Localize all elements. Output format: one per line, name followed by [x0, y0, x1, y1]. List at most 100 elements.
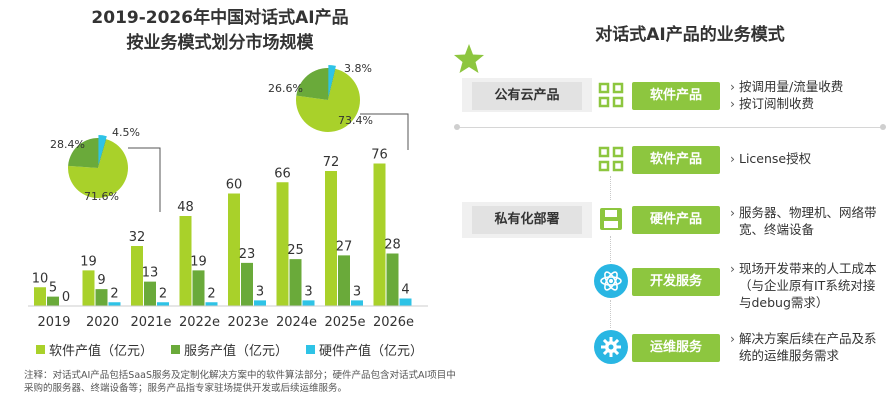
- connector-line: [610, 176, 611, 200]
- bullet-item: › 按调用量/流量收费: [730, 79, 844, 94]
- grid-icon: [596, 80, 626, 110]
- divider-dot: [454, 124, 460, 130]
- pie-slice-hardware: [98, 135, 107, 166]
- data-label: 76: [371, 148, 388, 163]
- pie-leader-line: [360, 113, 409, 150]
- private-hardware-bullets: › 服务器、物理机、网络带宽、终端设备: [730, 204, 886, 238]
- pie-leader-line: [128, 147, 161, 212]
- bullet-text: 现场开发带来的人工成本（与企业原有IT系统对接与debug需求）: [739, 261, 877, 310]
- pie-label: 28.4%: [50, 138, 85, 151]
- private-software-bullets: › License授权: [730, 150, 890, 167]
- chart-note: 注释：对话式AI产品包括SaaS服务及定制化解决方案中的软件算法部分；硬件产品包…: [24, 370, 456, 394]
- floppy-disk-icon: [596, 204, 626, 234]
- bar-hardware: [399, 298, 412, 306]
- bullet-text: 解决方案后续在产品及系统的运维服务需求: [739, 331, 877, 363]
- private-software-pill: 软件产品: [632, 146, 720, 174]
- public-product-pill: 软件产品: [632, 82, 720, 110]
- chart-title-line2: 按业务模式划分市场规模: [126, 33, 314, 53]
- bullet-text: 服务器、物理机、网络带宽、终端设备: [739, 205, 877, 237]
- bar-hardware: [108, 302, 121, 306]
- divider-dot: [880, 124, 886, 130]
- bar-hardware: [254, 300, 266, 306]
- legend-label: 软件产值（亿元）: [49, 344, 154, 359]
- data-label: 5: [49, 281, 57, 296]
- data-label: 2: [110, 286, 118, 301]
- data-label: 9: [97, 273, 105, 288]
- chart-title-line1: 2019-2026年中国对话式AI产品: [91, 8, 349, 28]
- legend-item-service: 服务产值（亿元）: [171, 340, 288, 359]
- private-hardware-pill: 硬件产品: [632, 206, 720, 234]
- pie-label: 3.8%: [344, 62, 372, 75]
- bar-software: [179, 216, 192, 306]
- data-label: 60: [226, 178, 243, 193]
- data-label: 3: [256, 284, 264, 299]
- bar-service: [338, 255, 350, 306]
- chart-legend: 软件产值（亿元） 服务产值（亿元） 硬件产值（亿元）: [36, 340, 423, 359]
- bar-software: [34, 287, 46, 306]
- x-tick-label: 2022e: [179, 315, 220, 330]
- public-cloud-category: 公有云产品: [472, 82, 582, 110]
- data-label: 3: [353, 284, 361, 299]
- legend-item-hardware: 硬件产值（亿元）: [306, 340, 423, 359]
- bar-service: [386, 253, 399, 306]
- x-tick-label: 2019: [37, 315, 70, 330]
- data-label: 10: [32, 271, 49, 286]
- bar-service: [289, 259, 302, 306]
- data-label: 28: [384, 238, 401, 253]
- connector-line: [610, 236, 611, 262]
- legend-label: 服务产值（亿元）: [184, 344, 289, 359]
- data-label: 0: [62, 290, 70, 305]
- private-deployment-category: 私有化部署: [472, 206, 582, 234]
- atom-icon: [594, 264, 628, 298]
- data-label: 2: [159, 286, 167, 301]
- bar-service: [144, 281, 156, 306]
- bar-hardware: [351, 300, 363, 306]
- pie-label: 26.6%: [268, 82, 303, 95]
- data-label: 25: [287, 243, 304, 258]
- bar-service: [95, 289, 108, 306]
- data-label: 13: [142, 266, 159, 281]
- bullet-text: 按调用量/流量收费: [739, 79, 844, 94]
- connector-line: [610, 300, 611, 328]
- bar-service: [241, 262, 253, 306]
- pie-label: 73.4%: [338, 114, 373, 127]
- pie-slice-service: [296, 68, 336, 100]
- x-tick-label: 2021e: [130, 315, 171, 330]
- bar-software: [82, 270, 95, 306]
- bar-software: [276, 182, 289, 306]
- data-label: 48: [177, 200, 194, 215]
- bar-hardware: [205, 302, 218, 306]
- data-label: 19: [80, 254, 97, 269]
- x-tick-label: 2023e: [227, 315, 268, 330]
- bar-service: [47, 296, 59, 306]
- public-bullets: › 按调用量/流量收费 › 按订阅制收费: [730, 78, 890, 112]
- pie-slice-hardware: [328, 65, 336, 98]
- bar-software: [131, 246, 143, 306]
- grid-icon: [596, 144, 626, 174]
- x-tick-label: 2026e: [373, 315, 414, 330]
- star-icon: [454, 44, 484, 73]
- data-label: 4: [401, 283, 409, 298]
- pie-slice-software: [68, 139, 128, 199]
- bullet-text: 按订阅制收费: [739, 96, 815, 111]
- private-ops-bullets: › 解决方案后续在产品及系统的运维服务需求: [730, 330, 886, 364]
- pie-label: 71.6%: [84, 190, 119, 203]
- bar-hardware: [157, 302, 169, 306]
- x-tick-label: 2024e: [276, 315, 317, 330]
- data-label: 27: [336, 239, 353, 254]
- business-model-title: 对话式AI产品的业务模式: [595, 25, 785, 45]
- legend-item-software: 软件产值（亿元）: [36, 340, 153, 359]
- gear-icon: [594, 330, 628, 364]
- pie-slice-software: [296, 68, 360, 132]
- data-label: 3: [304, 284, 312, 299]
- data-label: 66: [274, 166, 291, 181]
- legend-swatch: [36, 345, 45, 354]
- legend-swatch: [306, 345, 316, 354]
- x-tick-label: 2020: [86, 315, 119, 330]
- bullet-item: › 现场开发带来的人工成本（与企业原有IT系统对接与debug需求）: [730, 260, 886, 311]
- bullet-item: › License授权: [730, 151, 812, 166]
- data-label: 23: [239, 247, 256, 262]
- data-label: 2: [207, 286, 215, 301]
- bar-software: [373, 163, 386, 306]
- legend-label: 硬件产值（亿元）: [319, 344, 424, 359]
